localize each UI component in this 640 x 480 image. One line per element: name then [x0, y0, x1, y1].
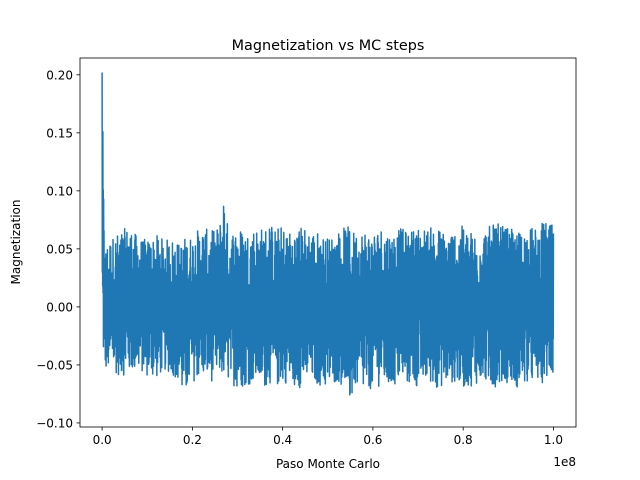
y-axis-label: Magnetization [9, 200, 23, 285]
y-axis-ticks: −0.10 −0.05 0.00 0.05 0.10 0.15 0.20 [36, 68, 80, 430]
x-tick-label: 0.8 [454, 433, 473, 447]
x-axis-label: Paso Monte Carlo [276, 457, 380, 471]
x-tick-label: 1.0 [544, 433, 563, 447]
y-tick-label: 0.10 [46, 184, 73, 198]
plot-frame [79, 57, 577, 428]
x-axis-ticks: 0.0 0.2 0.4 0.6 0.8 1.0 [93, 427, 563, 447]
y-tick-label: −0.10 [36, 416, 73, 430]
series-layer [101, 72, 555, 396]
x-tick-label: 0.2 [183, 433, 202, 447]
x-tick-label: 0.4 [273, 433, 292, 447]
x-axis-offset-label: 1e8 [553, 455, 576, 469]
x-tick-label: 0.0 [93, 433, 112, 447]
y-tick-label: 0.15 [46, 126, 73, 140]
y-tick-label: 0.05 [46, 242, 73, 256]
chart-title: Magnetization vs MC steps [232, 38, 425, 54]
x-tick-label: 0.6 [363, 433, 382, 447]
plot-area [79, 57, 577, 428]
y-tick-label: −0.05 [36, 358, 73, 372]
magnetization-series-line [101, 72, 555, 396]
y-tick-label: 0.20 [46, 68, 73, 82]
y-tick-label: 0.00 [46, 300, 73, 314]
